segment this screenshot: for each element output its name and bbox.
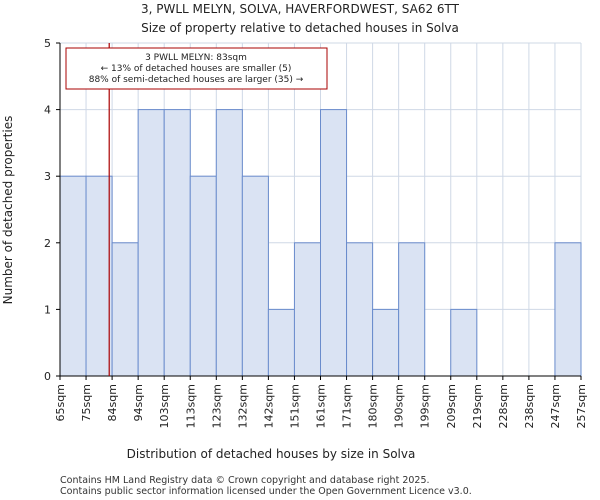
bar <box>450 308 478 377</box>
bar <box>398 242 426 377</box>
y-tick-label: 0 <box>44 370 51 383</box>
x-tick-label: 132sqm <box>236 384 249 428</box>
bar <box>554 242 582 377</box>
bar <box>85 175 113 377</box>
bar <box>293 242 322 377</box>
bar <box>346 242 374 377</box>
chart-title: 3, PWLL MELYN, SOLVA, HAVERFORDWEST, SA6… <box>141 2 460 16</box>
chart-subtitle: Size of property relative to detached ho… <box>141 21 459 35</box>
footer-line-1: Contains HM Land Registry data © Crown c… <box>60 475 430 486</box>
annotation-border <box>65 47 328 90</box>
annotation-line-1: 3 PWLL MELYN: 83sqm <box>145 53 247 63</box>
annotation-box: 3 PWLL MELYN: 83sqm ← 13% of detached ho… <box>65 47 328 90</box>
x-tick-label: 142sqm <box>262 384 275 428</box>
x-tick-label: 151sqm <box>288 384 301 428</box>
y-tick-labels: 0 1 2 3 4 5 <box>44 37 60 383</box>
bar <box>267 308 295 377</box>
x-tick-label: 103sqm <box>158 384 171 428</box>
bar <box>320 109 348 377</box>
y-tick-label: 3 <box>44 170 51 183</box>
annotation-line-3: 88% of semi-detached houses are larger (… <box>89 75 304 85</box>
bar <box>215 109 243 377</box>
x-tick-label: 84sqm <box>106 384 119 421</box>
bars <box>59 109 582 377</box>
y-tick-label: 5 <box>44 37 51 50</box>
x-tick-label: 94sqm <box>132 384 145 421</box>
y-tick-label: 4 <box>44 104 51 117</box>
x-tick-label: 171sqm <box>341 384 354 428</box>
x-axis-label: Distribution of detached houses by size … <box>127 447 416 461</box>
x-tick-label: 257sqm <box>575 384 588 428</box>
x-tick-label: 247sqm <box>549 384 562 428</box>
x-tick-label: 199sqm <box>419 384 432 428</box>
y-tick-label: 1 <box>44 303 51 316</box>
x-tick-label: 75sqm <box>80 384 93 421</box>
bar <box>163 109 191 377</box>
annotation-line-2: ← 13% of detached houses are smaller (5) <box>101 64 292 74</box>
bar <box>59 175 87 377</box>
x-tick-label: 228sqm <box>497 384 510 428</box>
x-tick-label: 219sqm <box>471 384 484 428</box>
x-tick-label: 238sqm <box>523 384 536 428</box>
bar <box>189 175 217 377</box>
footer-line-2: Contains public sector information licen… <box>60 486 472 497</box>
bar <box>137 109 165 377</box>
bar <box>372 308 400 377</box>
x-tick-label: 190sqm <box>393 384 406 428</box>
y-axis-label: Number of detached properties <box>1 116 15 305</box>
y-tick-label: 2 <box>44 237 51 250</box>
bar <box>111 242 139 377</box>
x-tick-label: 209sqm <box>445 384 458 428</box>
bar <box>241 175 269 377</box>
x-tick-label: 113sqm <box>184 384 197 428</box>
x-tick-label: 161sqm <box>315 384 328 428</box>
x-tick-label: 180sqm <box>367 384 380 428</box>
x-tick-label: 123sqm <box>210 384 223 428</box>
x-tick-labels: 65sqm 75sqm 84sqm 94sqm 103sqm 113sqm 123sqm 13… <box>54 376 588 428</box>
x-tick-label: 65sqm <box>54 384 67 421</box>
